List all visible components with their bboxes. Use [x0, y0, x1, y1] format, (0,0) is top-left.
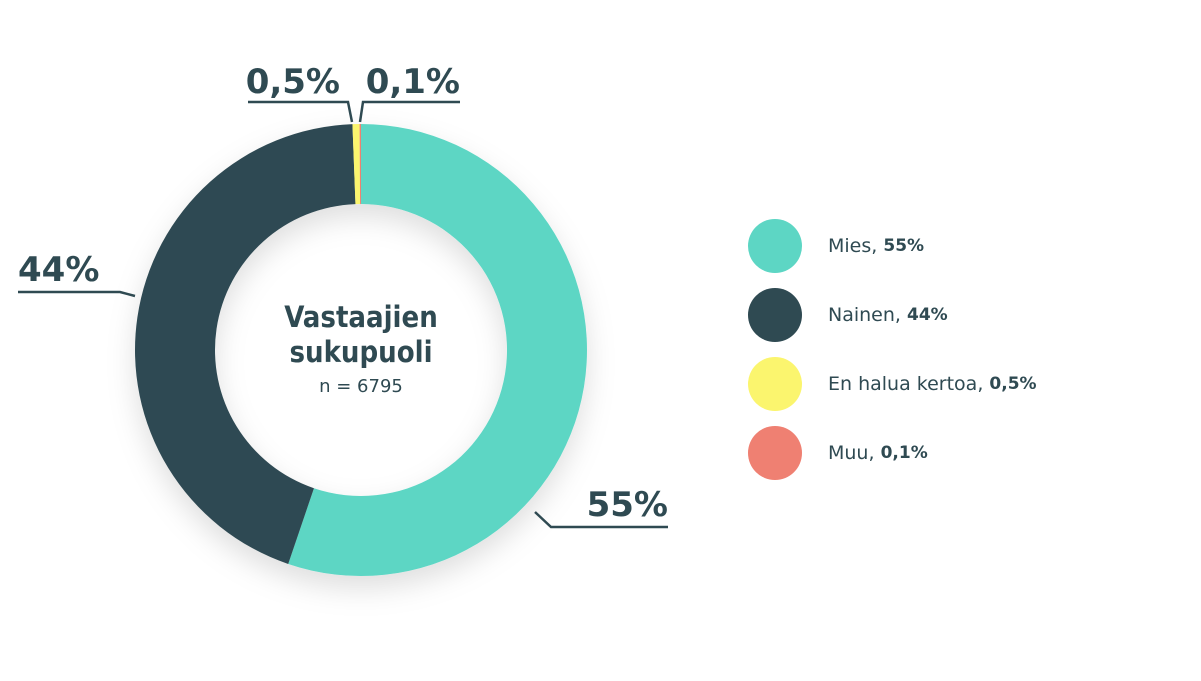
legend-label: Muu [828, 442, 881, 464]
legend-item: Mies55% [748, 219, 924, 273]
slice-label: 0,1% [366, 62, 460, 102]
legend-swatch [748, 426, 802, 480]
center-text: Vastaajien sukupuoli n = 6795 [261, 300, 461, 397]
leader-line [18, 290, 136, 298]
legend-label: Mies [828, 235, 883, 257]
slice [288, 124, 588, 576]
leader-line [534, 511, 668, 529]
slice [352, 124, 361, 205]
legend-label: Nainen [828, 304, 907, 326]
slice [134, 124, 356, 564]
leader-line [358, 100, 460, 123]
slice-label: 0,5% [246, 62, 340, 102]
chart-title: Vastaajien sukupuoli [284, 300, 438, 369]
legend-item: Muu0,1% [748, 426, 928, 480]
legend-value: 0,1% [880, 443, 928, 463]
chart-subtitle: n = 6795 [319, 375, 403, 397]
legend-swatch [748, 288, 802, 342]
donut [134, 124, 588, 576]
legend-item: Nainen44% [748, 288, 948, 342]
legend-label: En halua kertoa [828, 373, 989, 395]
legend-value: 55% [883, 236, 925, 256]
legend-swatch [748, 219, 802, 273]
legend-value: 44% [907, 305, 948, 325]
legend-swatch [748, 357, 802, 411]
slice [359, 124, 361, 205]
leader-line [248, 100, 354, 123]
legend-value: 0,5% [989, 374, 1037, 394]
legend-item: En halua kertoa0,5% [748, 357, 1037, 411]
slice-labels: 55% 44% 0,5% 0,1% [18, 62, 668, 529]
slice-label: 44% [18, 250, 99, 290]
slice-label: 55% [587, 485, 668, 525]
